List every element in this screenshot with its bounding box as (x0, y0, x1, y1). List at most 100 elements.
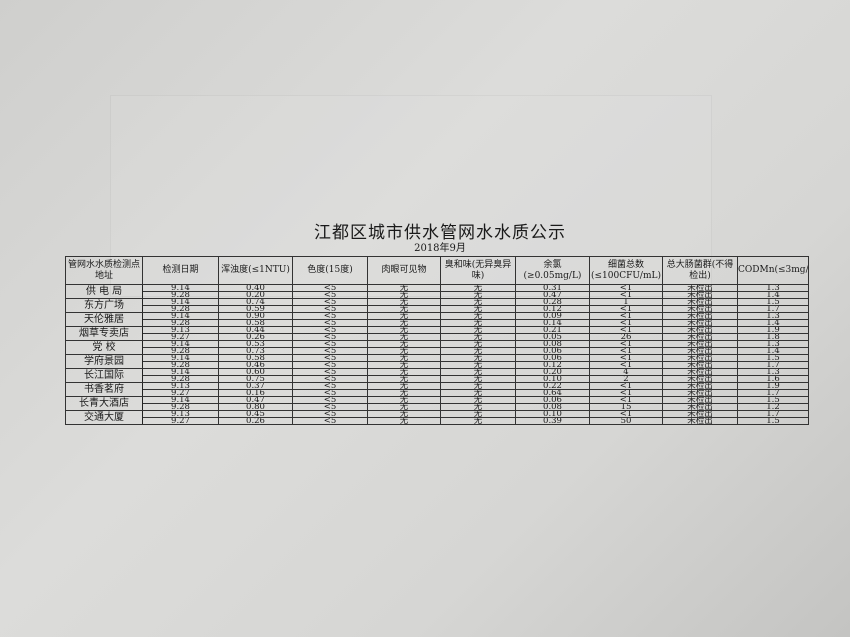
table-cell: 0.21 (515, 326, 590, 334)
table-cell: 9.14 (142, 312, 219, 320)
table-cell: 1.7 (737, 361, 809, 369)
column-header: 管网水水质检测点地址 (65, 256, 143, 285)
table-cell: 9.27 (142, 389, 219, 397)
table-cell: 未检出 (662, 319, 738, 327)
table-cell: 1.7 (737, 389, 809, 397)
table-cell: 无 (440, 333, 516, 341)
table-cell: 0.53 (218, 340, 293, 348)
header-row: 管网水水质检测点地址 检测日期 浑浊度(≤1NTU) 色度(15度) 肉眼可见物 臭和味(… (65, 256, 809, 285)
table-cell: 无 (440, 403, 516, 411)
table-cell: 9.28 (142, 319, 219, 327)
table-cell: 0.37 (218, 382, 293, 390)
document-date: 2018年9月 (414, 243, 466, 254)
table-cell: 无 (367, 389, 441, 397)
table-row: 9.27 0.26 <5 无无 0.39 50 未检出 1.5 (66, 417, 809, 425)
table-cell: 9.28 (142, 403, 219, 411)
table-cell: <5 (292, 312, 368, 320)
table-cell: 无 (440, 326, 516, 334)
table-cell: 未检出 (662, 333, 738, 341)
table-cell: 1.5 (737, 298, 809, 306)
table-cell: 1.3 (737, 312, 809, 320)
table-cell: 未检出 (662, 361, 738, 369)
table-cell: 无 (367, 403, 441, 411)
table-cell: 未检出 (662, 375, 738, 383)
table-cell: 1.3 (737, 284, 809, 292)
table-cell: 无 (367, 291, 441, 299)
table-cell: 0.31 (515, 284, 590, 292)
table-cell: 9.14 (142, 368, 219, 376)
column-header: 肉眼可见物 (367, 256, 441, 285)
table-cell: 无 (440, 368, 516, 376)
table-cell: 未检出 (662, 284, 738, 292)
table-cell: 无 (440, 354, 516, 362)
table-cell: 未检出 (662, 326, 738, 334)
table-cell: <5 (292, 319, 368, 327)
table-cell: 9.28 (142, 305, 219, 313)
table-cell: <5 (292, 417, 368, 425)
table-cell: <1 (589, 354, 663, 362)
table-cell: 未检出 (662, 389, 738, 397)
table-row: 9.28 0.75 <5 无无 0.10 2 未检出 1.6 (66, 375, 809, 383)
table-row: 9.28 0.59 <5 无无 0.12 <1 未检出 1.7 (66, 305, 809, 313)
table-cell: <5 (292, 389, 368, 397)
table-cell: 无 (440, 347, 516, 355)
table-cell: 1.7 (737, 305, 809, 313)
table-cell: 未检出 (662, 396, 738, 404)
table-cell: 未检出 (662, 312, 738, 320)
table-cell: 无 (440, 375, 516, 383)
table-row: 书香茗府 9.13 0.37 <5 无无 0.22 <1 未检出 1.9 (65, 382, 809, 397)
table-cell: 无 (367, 382, 441, 390)
table-cell: 0.40 (218, 284, 293, 292)
document-title: 江都区城市供水管网水水质公示 (314, 223, 566, 243)
table-cell: 0.26 (218, 333, 293, 341)
table-cell: 1.3 (737, 368, 809, 376)
table-cell: 0.46 (218, 361, 293, 369)
table-cell: <1 (589, 340, 663, 348)
table-cell: 0.59 (218, 305, 293, 313)
table-row: 9.28 0.46 <5 无无 0.12 <1 未检出 1.7 (66, 361, 809, 369)
location-cell: 学府景园 (65, 354, 143, 369)
table-cell: 1.5 (737, 354, 809, 362)
table-cell: 9.13 (142, 410, 219, 418)
table-cell: 无 (367, 312, 441, 320)
table-cell: 无 (440, 382, 516, 390)
location-cell: 供 电 局 (65, 284, 143, 299)
column-header: 浑浊度(≤1NTU) (218, 256, 293, 285)
table-cell: 0.14 (515, 319, 590, 327)
table-cell: 无 (367, 298, 441, 306)
table-cell: 无 (367, 305, 441, 313)
table-cell: 无 (367, 410, 441, 418)
table-cell: 15 (589, 403, 663, 411)
table-cell: 1.7 (737, 410, 809, 418)
table-cell: 无 (440, 319, 516, 327)
table-cell: 无 (440, 305, 516, 313)
location-cell: 天伦雅居 (65, 312, 143, 327)
table-cell: 无 (367, 340, 441, 348)
table-cell: 0.47 (515, 291, 590, 299)
table-cell: 9.14 (142, 298, 219, 306)
table-cell: 无 (367, 368, 441, 376)
table-cell: <5 (292, 396, 368, 404)
location-cell: 东方广场 (65, 298, 143, 313)
column-header: 细菌总数(≤100CFU/mL) (589, 256, 663, 285)
table-cell: 无 (367, 347, 441, 355)
table-cell: <5 (292, 340, 368, 348)
table-cell: 无 (440, 410, 516, 418)
table-cell: <5 (292, 298, 368, 306)
table-row: 9.28 0.58 <5 无无 0.14 <1 未检出 1.4 (66, 319, 809, 327)
table-cell: 0.39 (515, 417, 590, 425)
table-row: 学府景园 9.14 0.58 <5 无无 0.06 <1 未检出 1.5 (65, 354, 809, 369)
table-row: 烟草专卖店 9.13 0.44 <5 无无 0.21 <1 未检出 1.9 (65, 326, 809, 341)
column-header: CODMn(≤3mg/L) (737, 256, 809, 285)
table-cell: <1 (589, 389, 663, 397)
table-cell: 无 (367, 319, 441, 327)
table-cell: <5 (292, 354, 368, 362)
location-cell: 书香茗府 (65, 382, 143, 397)
table-cell: 0.58 (218, 354, 293, 362)
table-cell: 0.20 (515, 368, 590, 376)
table-cell: <1 (589, 396, 663, 404)
table-cell: <1 (589, 361, 663, 369)
table-cell: 0.58 (218, 319, 293, 327)
table-cell: 1.6 (737, 375, 809, 383)
table-row: 9.28 0.73 <5 无无 0.06 <1 未检出 1.4 (66, 347, 809, 355)
